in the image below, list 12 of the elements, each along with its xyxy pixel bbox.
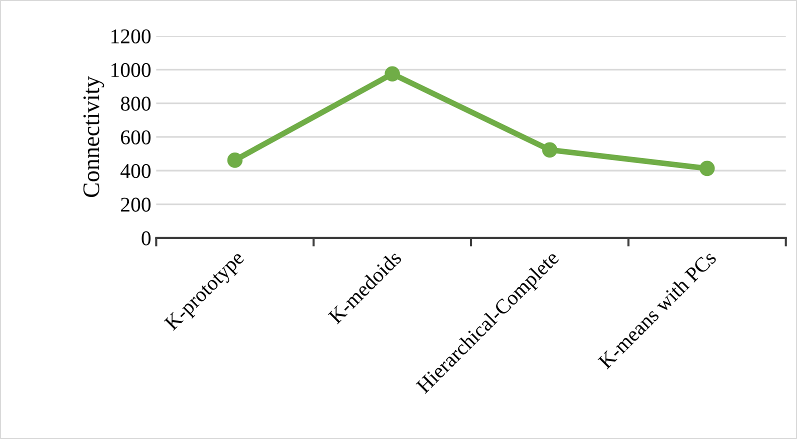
point [542,142,558,158]
y-tick-label: 1000 [112,63,151,78]
y-tick-label: 0 [142,231,151,246]
point [227,152,243,168]
y-axis-title: Connectivity [83,76,104,197]
point [700,160,715,176]
y-tick-label: 200 [121,198,151,212]
y-tick-label: 600 [120,130,151,144]
y-tick-label: 400 [120,164,151,178]
y-tick-label: 1200 [112,29,151,44]
y-tick-label: 800 [120,96,151,111]
point [384,66,400,82]
